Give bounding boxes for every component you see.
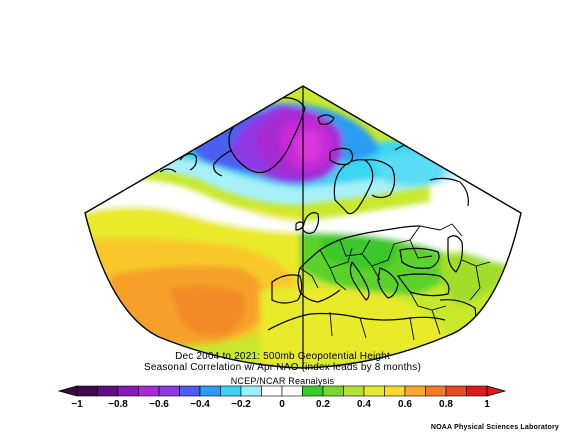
- colorbar-tick-label: −1: [71, 399, 83, 410]
- map-frame: [84, 85, 522, 369]
- colorbar-cell: [179, 385, 201, 397]
- title-line-3: NCEP/NCAR Reanalysis: [230, 376, 335, 386]
- colorbar-tick-label: −0.8: [108, 399, 128, 410]
- colorbar-cell: [117, 385, 139, 397]
- colorbar-tick-label: 1: [484, 399, 490, 410]
- colorbar-tick-label: 0.2: [316, 399, 330, 410]
- colorbar-tick-label: 0.8: [439, 399, 453, 410]
- colorbar-cell: [281, 385, 303, 397]
- colorbar-cell: [220, 385, 242, 397]
- colorbar-cell: [76, 385, 98, 397]
- title-line-2: Seasonal Correlation w/ Apr NAO (index l…: [143, 362, 422, 373]
- colorbar-tick-label: 0: [279, 399, 285, 410]
- colorbar-labels: −1 −0.8 −0.6 −0.4 −0.2 0 0.2 0.4 0.6 0.8 1: [71, 399, 490, 410]
- colorbar-cell: [97, 385, 119, 397]
- colorbar-tick-label: 0.6: [398, 399, 412, 410]
- colorbar-cell: [261, 385, 283, 397]
- colorbar-tick-label: −0.2: [231, 399, 251, 410]
- colorbar-cell: [384, 385, 406, 397]
- colorbar-tick-label: 0.4: [357, 399, 371, 410]
- colorbar-arrow-left: [57, 385, 78, 397]
- credit-text: NOAA Physical Sciences Laboratory: [430, 424, 559, 431]
- colorbar-cell: [302, 385, 324, 397]
- colorbar-cell: [404, 385, 426, 397]
- colorbar-cell: [240, 385, 262, 397]
- borders: [299, 223, 491, 341]
- colorbar-cell: [425, 385, 447, 397]
- colorbar-cell: [138, 385, 160, 397]
- colorbar-cell: [199, 385, 221, 397]
- colorbar-cell: [445, 385, 467, 397]
- colorbar-cell: [158, 385, 180, 397]
- title-line-1: Dec 2004 to 2021: 500mb Geopotential Hei…: [175, 351, 390, 362]
- colorbar-cell: [322, 385, 344, 397]
- colorbar-tick-label: −0.6: [149, 399, 169, 410]
- colorbar-cell: [466, 385, 488, 397]
- colorbar-cell: [363, 385, 385, 397]
- colorbar-arrow-right: [486, 385, 507, 397]
- colorbar-cells: [57, 385, 507, 397]
- colorbar-cell: [343, 385, 365, 397]
- colorbar-tick-label: −0.4: [190, 399, 210, 410]
